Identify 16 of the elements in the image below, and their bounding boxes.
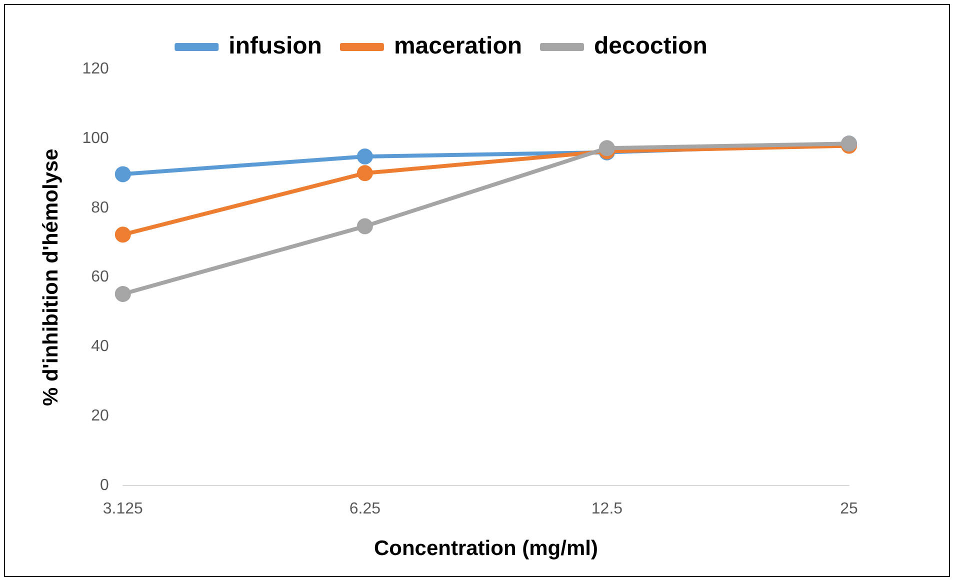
y-tick-label: 20 <box>91 408 109 425</box>
legend-label: infusion <box>228 32 322 60</box>
x-tick-label: 12.5 <box>591 500 623 518</box>
y-tick-label: 0 <box>100 477 109 494</box>
legend-label: decoction <box>594 32 708 60</box>
x-axis-title: Concentration (mg/ml) <box>374 537 598 560</box>
y-axis-title: % d'inhibition d'hémolyse <box>39 148 62 406</box>
y-tick-label: 120 <box>82 60 109 78</box>
y-tick-label: 60 <box>91 268 109 286</box>
y-tick-label: 40 <box>91 338 109 356</box>
x-tick-label: 6.25 <box>349 500 381 518</box>
x-tick-label: 25 <box>840 500 858 518</box>
y-tick-label: 80 <box>91 199 109 216</box>
x-tick-label: 3.125 <box>102 500 144 518</box>
y-tick-label: 100 <box>82 130 109 147</box>
legend-label: maceration <box>394 32 522 60</box>
